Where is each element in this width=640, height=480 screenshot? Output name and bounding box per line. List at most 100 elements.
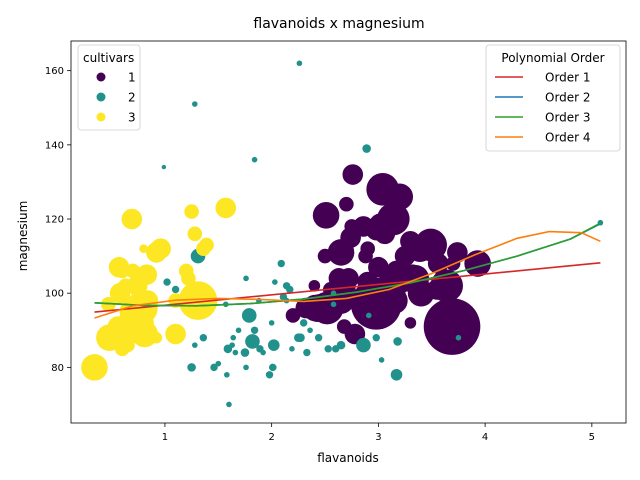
data-point-cultivar-1 <box>312 202 340 229</box>
data-point-cultivar-3 <box>165 323 186 345</box>
legend-marker <box>96 72 106 82</box>
legend-label: 3 <box>128 111 136 125</box>
data-point-cultivar-3 <box>150 331 163 344</box>
data-point-cultivar-2 <box>365 312 372 319</box>
x-tick-label: 2 <box>268 432 274 443</box>
data-point-cultivar-2 <box>279 293 288 301</box>
data-point-cultivar-2 <box>224 371 230 378</box>
data-point-cultivar-3 <box>121 208 143 230</box>
data-point-cultivar-1 <box>344 219 360 234</box>
data-point-cultivar-2 <box>229 342 235 348</box>
legend-title: cultivars <box>83 51 134 65</box>
data-point-cultivar-1 <box>360 241 376 256</box>
data-point-cultivar-2 <box>289 346 295 352</box>
data-point-cultivar-2 <box>378 357 385 363</box>
data-point-cultivar-2 <box>362 144 371 153</box>
data-point-cultivar-2 <box>171 285 180 294</box>
y-tick-label: 120 <box>45 215 64 226</box>
data-point-cultivar-1 <box>365 219 387 241</box>
legend-label: Order 4 <box>545 131 591 145</box>
data-point-cultivar-2 <box>294 333 303 342</box>
plot-area <box>70 40 627 424</box>
legend-label: 2 <box>128 91 136 105</box>
data-point-cultivar-3 <box>181 271 196 286</box>
data-point-cultivar-3 <box>131 320 158 348</box>
data-point-cultivar-2 <box>243 364 249 371</box>
data-point-cultivar-2 <box>232 349 239 356</box>
data-point-cultivar-2 <box>224 345 232 353</box>
cultivars-legend: cultivars 1 2 3 <box>77 44 141 131</box>
data-point-cultivar-2 <box>260 349 266 356</box>
data-point-cultivar-3 <box>196 241 211 256</box>
data-point-cultivar-2 <box>230 334 237 341</box>
data-point-cultivar-2 <box>282 282 291 290</box>
data-point-cultivar-2 <box>210 363 218 372</box>
fit-line-order-3 <box>94 222 601 307</box>
data-point-cultivar-3 <box>106 330 121 345</box>
data-point-cultivar-1 <box>394 245 416 267</box>
legend-marker <box>96 112 106 122</box>
data-point-cultivar-3 <box>126 275 148 297</box>
data-point-cultivar-3 <box>81 354 108 381</box>
axes-frame <box>70 40 627 424</box>
data-point-cultivar-3 <box>150 238 171 259</box>
data-point-cultivar-3 <box>114 263 130 279</box>
data-point-cultivar-2 <box>199 333 208 342</box>
data-point-cultivar-2 <box>161 164 167 170</box>
data-point-cultivar-1 <box>423 298 481 355</box>
data-point-cultivar-3 <box>184 204 199 219</box>
data-point-cultivar-1 <box>308 279 321 292</box>
data-point-cultivar-2 <box>296 60 303 67</box>
fit-line-order-1 <box>94 262 601 313</box>
data-point-cultivar-2 <box>250 326 259 334</box>
legend-marker <box>96 92 106 102</box>
data-point-cultivar-2 <box>240 348 250 357</box>
fit-line-order-4 <box>94 230 601 319</box>
data-point-cultivar-2 <box>272 279 278 285</box>
data-point-cultivar-2 <box>265 371 274 379</box>
data-point-cultivar-1 <box>404 317 417 329</box>
data-point-cultivar-2 <box>187 363 196 372</box>
data-point-cultivar-2 <box>245 334 260 349</box>
data-point-cultivar-3 <box>187 226 203 242</box>
legend-label: Order 1 <box>545 71 591 85</box>
legend-box <box>77 44 141 131</box>
data-point-cultivar-2 <box>393 337 402 346</box>
x-axis-ticks: 1 2 3 4 5 <box>162 423 595 443</box>
y-tick-label: 100 <box>45 289 64 300</box>
data-point-cultivar-1 <box>426 279 448 300</box>
y-axis-label: magnesium <box>16 201 30 272</box>
data-point-cultivar-2 <box>299 319 308 327</box>
data-point-cultivar-1 <box>368 256 389 278</box>
data-point-cultivar-3 <box>215 197 237 219</box>
data-point-cultivar-2 <box>336 340 346 350</box>
data-point-cultivar-1 <box>386 183 414 211</box>
y-tick-label: 160 <box>45 66 64 77</box>
data-point-cultivar-1 <box>317 248 333 264</box>
x-tick-label: 4 <box>482 432 488 443</box>
polynomial-order-legend: Polynomial Order Order 1 Order 2 Order 3 Ord… <box>485 44 621 152</box>
legend-label: 1 <box>128 71 136 85</box>
data-point-cultivar-2 <box>235 327 242 334</box>
data-point-cultivar-2 <box>192 101 198 107</box>
x-tick-label: 5 <box>589 432 595 443</box>
data-point-cultivar-3 <box>178 281 218 320</box>
data-point-cultivar-2 <box>241 308 257 323</box>
data-point-cultivar-2 <box>268 320 275 326</box>
data-point-cultivar-2 <box>163 278 171 286</box>
data-point-cultivar-2 <box>277 259 285 268</box>
x-tick-label: 3 <box>375 432 381 443</box>
x-axis-label: flavanoids <box>317 451 379 465</box>
legend-box <box>485 44 621 152</box>
data-point-cultivar-1 <box>342 164 364 185</box>
data-point-cultivar-2 <box>372 333 380 342</box>
data-point-cultivar-2 <box>330 301 337 308</box>
data-point-cultivar-2 <box>307 327 313 334</box>
data-point-cultivar-2 <box>324 345 332 353</box>
y-tick-label: 140 <box>45 140 64 151</box>
data-point-cultivar-1 <box>285 308 301 323</box>
data-point-cultivar-2 <box>303 348 311 357</box>
legend-label: Order 3 <box>545 111 591 125</box>
y-tick-label: 80 <box>51 363 64 374</box>
data-point-cultivar-2 <box>267 339 280 351</box>
